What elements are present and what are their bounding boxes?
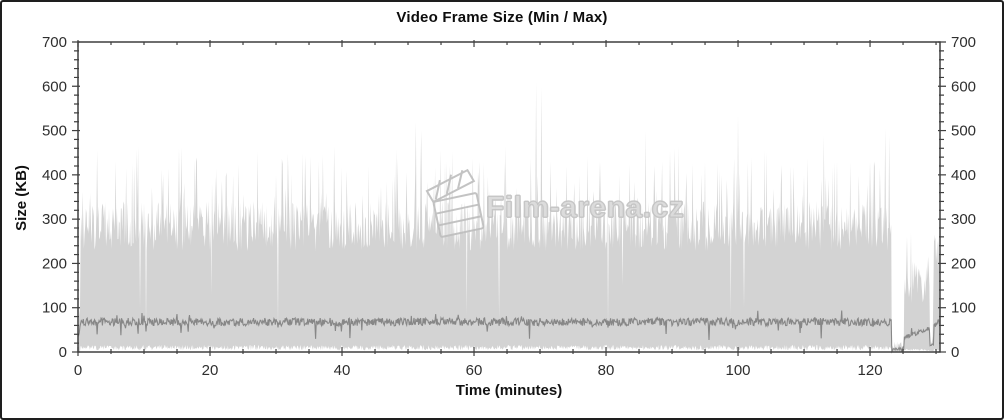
x-tick-label: 40 bbox=[334, 362, 351, 379]
plot-frame bbox=[77, 41, 941, 353]
max-frame-size-area bbox=[78, 81, 940, 353]
y-tick-label-left: 600 bbox=[42, 78, 67, 95]
y-tick-label-left: 100 bbox=[42, 300, 67, 317]
y-tick-label-left: 300 bbox=[42, 211, 67, 228]
y-tick-label-right: 500 bbox=[951, 123, 976, 140]
x-axis-title: Time (minutes) bbox=[455, 382, 563, 399]
plot-data bbox=[77, 81, 941, 354]
x-tick-label: 60 bbox=[466, 362, 483, 379]
x-tick-label: 80 bbox=[598, 362, 615, 379]
y-tick-label-left: 700 bbox=[42, 34, 67, 51]
y-tick-label-right: 700 bbox=[951, 34, 976, 51]
x-tick-label: 0 bbox=[74, 362, 82, 379]
y-tick-label-left: 400 bbox=[42, 167, 67, 184]
y-tick-label-left: 500 bbox=[42, 123, 67, 140]
y-tick-label-right: 0 bbox=[951, 344, 959, 361]
avg-frame-size-line bbox=[77, 310, 941, 354]
x-tick-label: 100 bbox=[726, 362, 751, 379]
y-tick-label-right: 400 bbox=[951, 167, 976, 184]
y-tick-label-right: 600 bbox=[951, 78, 976, 95]
chart-title: Video Frame Size (Min / Max) bbox=[396, 9, 608, 26]
y-tick-label-right: 200 bbox=[951, 255, 976, 272]
y-axis-title: Size (KB) bbox=[13, 165, 30, 231]
y-tick-label-left: 200 bbox=[42, 255, 67, 272]
y-tick-label-left: 0 bbox=[59, 344, 67, 361]
y-tick-label-right: 100 bbox=[951, 300, 976, 317]
min-frame-size-area bbox=[78, 344, 940, 352]
x-tick-label: 20 bbox=[202, 362, 219, 379]
x-tick-label: 120 bbox=[858, 362, 883, 379]
y-tick-label-right: 300 bbox=[951, 211, 976, 228]
